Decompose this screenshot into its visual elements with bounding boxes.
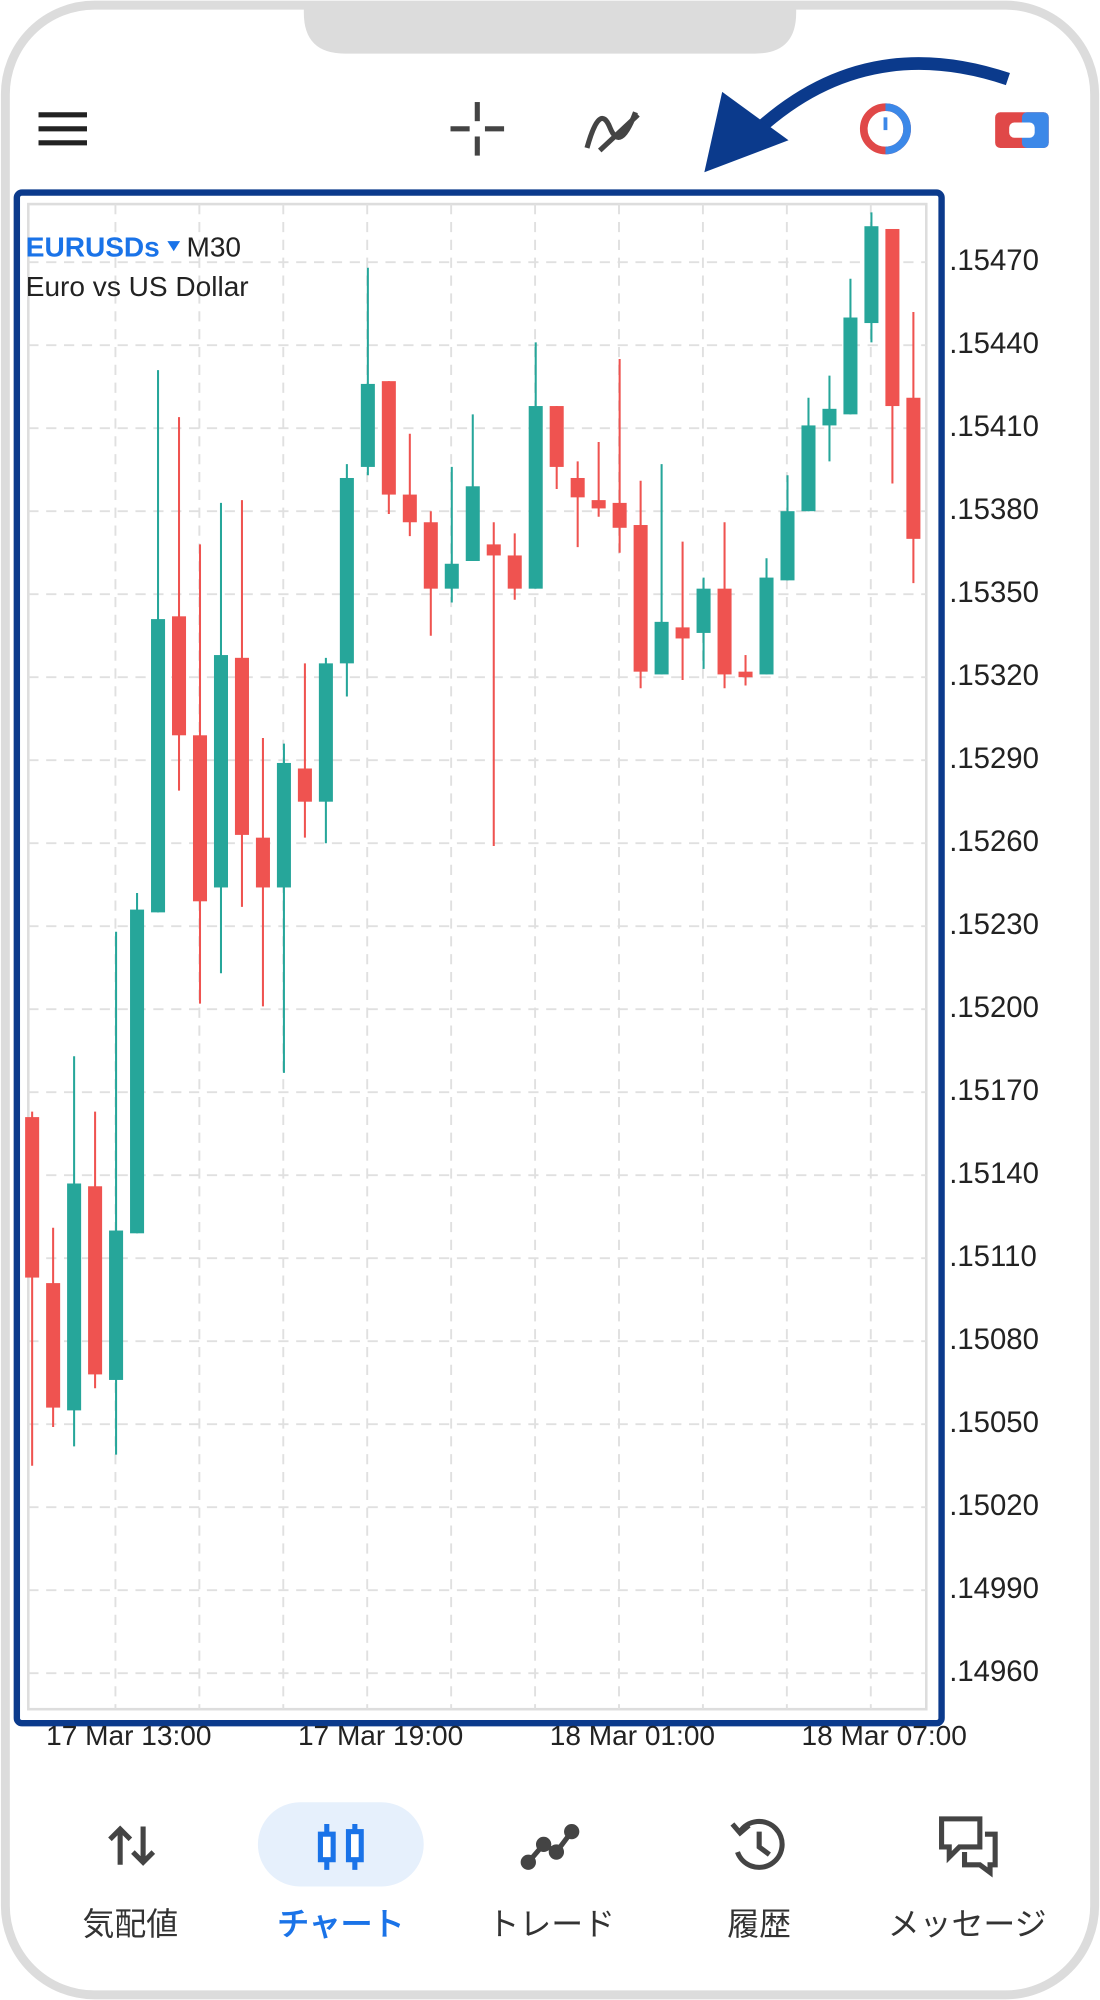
candle-body bbox=[885, 228, 900, 407]
candle-body bbox=[192, 735, 208, 902]
candle-body bbox=[864, 226, 879, 324]
y-tick-label: .15320 bbox=[949, 659, 1039, 692]
candle-body bbox=[570, 477, 585, 498]
symbol-dropdown[interactable] bbox=[167, 241, 181, 252]
pointer-arrow bbox=[756, 57, 1010, 133]
candle-body bbox=[423, 522, 438, 589]
nav-label[interactable]: チャート bbox=[277, 1906, 404, 1942]
candle-body bbox=[109, 1230, 124, 1380]
candle-body bbox=[25, 1117, 40, 1278]
y-tick-label: .15440 bbox=[949, 327, 1039, 360]
trade-button[interactable] bbox=[995, 112, 1049, 148]
y-tick-label: .15170 bbox=[949, 1074, 1039, 1107]
timeframe: M30 bbox=[186, 231, 241, 262]
y-tick-label: .15410 bbox=[949, 410, 1039, 443]
y-tick-label: .15290 bbox=[949, 742, 1039, 775]
candle-body bbox=[297, 768, 312, 802]
candle-body bbox=[67, 1183, 82, 1411]
candle-body bbox=[360, 383, 375, 467]
chart-area bbox=[27, 202, 928, 1711]
y-tick-label: .15200 bbox=[949, 991, 1039, 1024]
candle-body bbox=[465, 486, 480, 561]
candle-body bbox=[654, 621, 669, 675]
y-tick-label: .15110 bbox=[949, 1240, 1037, 1273]
nav-label[interactable]: 履歴 bbox=[727, 1906, 791, 1942]
candle-body bbox=[549, 406, 564, 467]
candle-body bbox=[276, 762, 291, 888]
candle-body bbox=[717, 588, 732, 675]
history-icon[interactable] bbox=[730, 1818, 785, 1870]
pointer-arrowhead bbox=[704, 91, 789, 173]
indicator-button[interactable] bbox=[584, 111, 640, 153]
chart bbox=[25, 204, 927, 1710]
candle-body bbox=[339, 477, 354, 664]
x-tick-label: 18 Mar 07:00 bbox=[802, 1720, 967, 1751]
candle-body bbox=[591, 500, 606, 509]
candle-body bbox=[738, 671, 753, 678]
candle-body bbox=[759, 577, 774, 675]
candle-body bbox=[696, 588, 711, 633]
candle-body bbox=[507, 555, 522, 589]
nav-label[interactable]: メッセージ bbox=[888, 1906, 1047, 1942]
symbol-description: Euro vs US Dollar bbox=[26, 271, 249, 302]
candle-body bbox=[88, 1186, 103, 1375]
symbol[interactable]: EURUSDs bbox=[26, 231, 160, 262]
candle-body bbox=[612, 502, 627, 528]
nav-label[interactable]: 気配値 bbox=[83, 1906, 179, 1942]
x-tick-label: 17 Mar 13:00 bbox=[46, 1720, 211, 1751]
candle-body bbox=[46, 1283, 61, 1408]
crosshair-button[interactable] bbox=[450, 102, 505, 156]
y-tick-label: .15380 bbox=[949, 493, 1039, 526]
quotes-icon[interactable] bbox=[108, 1825, 156, 1866]
candle-body bbox=[151, 619, 166, 913]
trade-icon[interactable] bbox=[520, 1823, 580, 1870]
candle-body bbox=[633, 525, 648, 672]
y-tick-label: .15470 bbox=[949, 244, 1039, 277]
candle-body bbox=[255, 837, 270, 888]
candle-body bbox=[381, 381, 396, 495]
menu-button[interactable] bbox=[38, 112, 87, 146]
highlight-frame bbox=[13, 189, 945, 1727]
candle-body bbox=[675, 627, 690, 639]
chart-icon[interactable] bbox=[317, 1823, 364, 1870]
candle-body bbox=[402, 494, 417, 523]
candle-body bbox=[172, 616, 187, 736]
candle-body bbox=[822, 408, 837, 426]
y-tick-label: .14960 bbox=[949, 1655, 1039, 1688]
candle-body bbox=[801, 425, 816, 512]
notch bbox=[303, 5, 797, 54]
candle-body bbox=[906, 397, 921, 539]
candle-body bbox=[843, 317, 858, 415]
bottom-nav: 気配値 チャート トレード 履歴 メッセージ bbox=[83, 1906, 1047, 1942]
y-tick-label: .15050 bbox=[949, 1406, 1039, 1439]
messages-icon[interactable] bbox=[939, 1816, 998, 1878]
y-tick-label: .15350 bbox=[949, 576, 1039, 609]
candle-body bbox=[130, 909, 145, 1234]
candle-body bbox=[444, 563, 459, 589]
candle-body bbox=[213, 655, 228, 888]
timeframe-button[interactable] bbox=[859, 103, 911, 155]
nav-active-pill bbox=[257, 1802, 424, 1887]
candle-body bbox=[486, 544, 501, 556]
y-tick-label: .15230 bbox=[949, 908, 1039, 941]
x-tick-label: 17 Mar 19:00 bbox=[298, 1720, 463, 1751]
candle-body bbox=[528, 406, 543, 589]
y-tick-label: .15020 bbox=[949, 1489, 1039, 1522]
y-tick-label: .14990 bbox=[949, 1572, 1039, 1605]
y-tick-label: .15260 bbox=[949, 825, 1039, 858]
candle-body bbox=[780, 511, 795, 581]
candle-body bbox=[234, 657, 249, 835]
x-tick-label: 18 Mar 01:00 bbox=[550, 1720, 715, 1751]
candle-body bbox=[318, 663, 333, 802]
y-tick-label: .15140 bbox=[949, 1157, 1039, 1190]
nav-label[interactable]: トレード bbox=[488, 1906, 616, 1942]
y-tick-label: .15080 bbox=[949, 1323, 1039, 1356]
